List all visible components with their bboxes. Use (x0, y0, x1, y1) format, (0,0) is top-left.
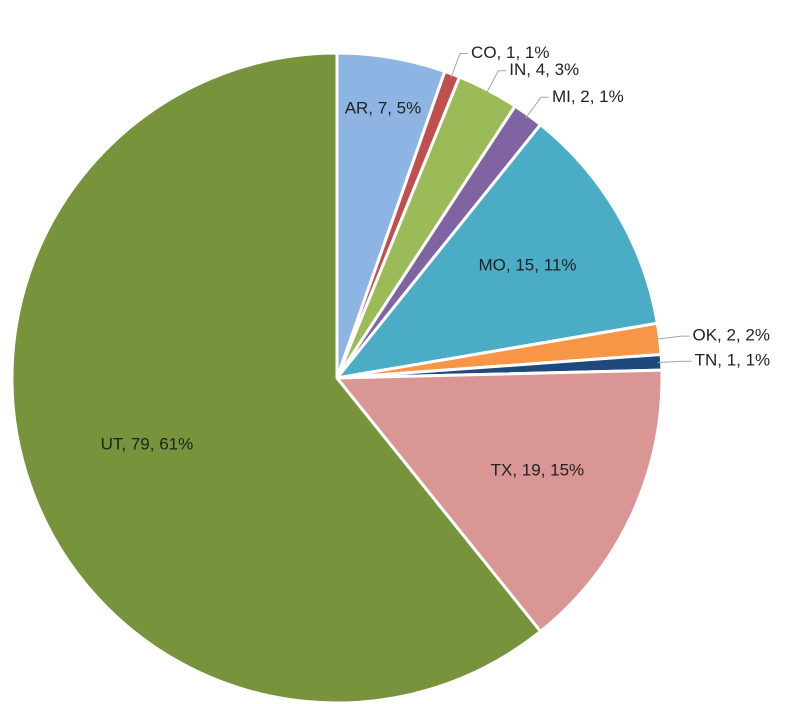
leader-line (525, 96, 549, 119)
data-label: AR, 7, 5% (345, 98, 422, 117)
pie-slice (335, 368, 664, 633)
leader-line (655, 335, 690, 340)
data-label: CO, 1, 1% (471, 43, 549, 62)
pie-slice (10, 51, 543, 704)
leader-line (450, 53, 469, 79)
data-label: IN, 4, 3% (509, 60, 579, 79)
data-label: MI, 2, 1% (552, 87, 624, 106)
data-label: MO, 15, 11% (479, 255, 577, 274)
data-label: UT, 79, 61% (101, 434, 194, 453)
pie-slice (335, 123, 659, 380)
leader-line (657, 360, 692, 363)
data-label: TN, 1, 1% (695, 351, 771, 370)
leader-line (485, 70, 507, 95)
data-label: TX, 19, 15% (491, 461, 585, 480)
data-label: OK, 2, 2% (692, 326, 769, 345)
